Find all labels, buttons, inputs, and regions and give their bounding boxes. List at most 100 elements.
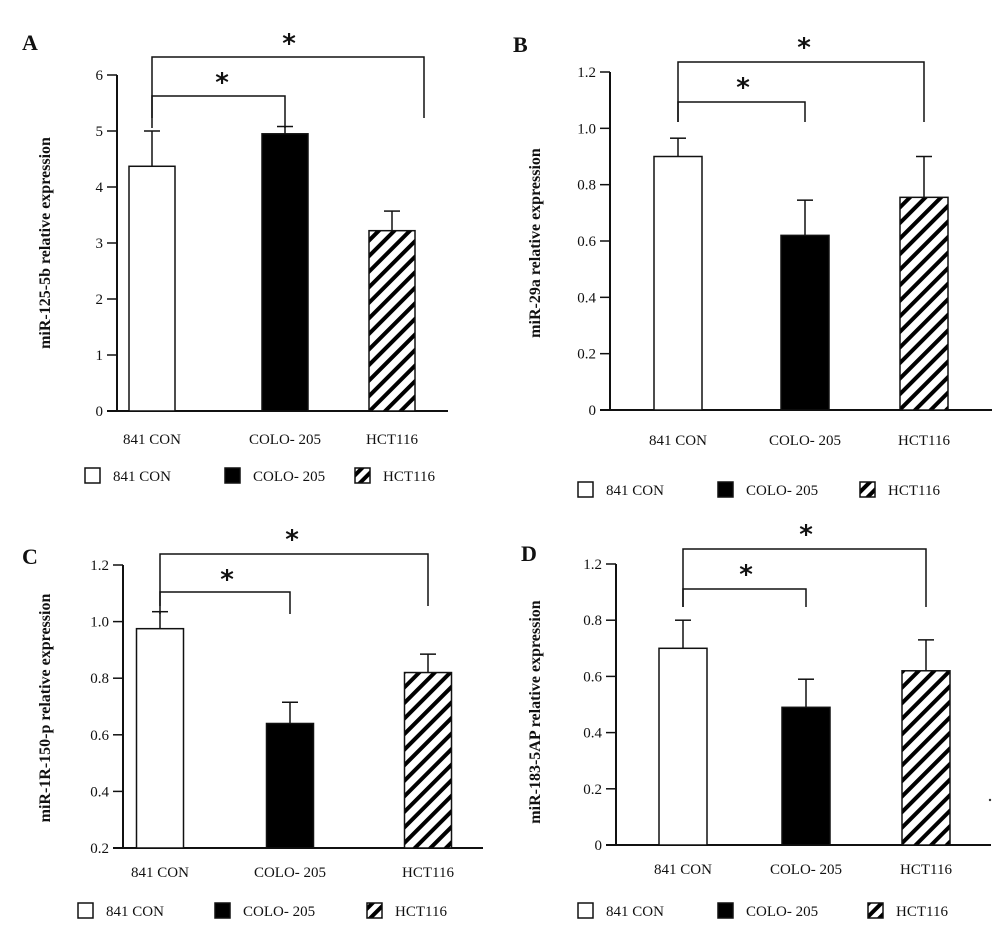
legend-label: HCT116	[383, 469, 435, 485]
legend: 841 CON COLO- 205 HCT116	[577, 481, 940, 499]
artifact-dot	[988, 798, 992, 802]
legend-label: 841 CON	[106, 904, 164, 920]
legend-label: COLO- 205	[243, 904, 315, 920]
bar-colo-205	[780, 234, 830, 411]
legend-swatch	[859, 481, 876, 498]
x-tick-label: 841 CON	[654, 862, 712, 878]
x-tick-label: COLO- 205	[249, 432, 321, 448]
x-tick-label: 841 CON	[123, 432, 181, 448]
y-tick-label: 0.4	[577, 290, 596, 306]
bar-colo-205	[781, 706, 831, 846]
y-axis-label: miR-125-5b relative expression	[37, 137, 54, 349]
significance-bracket-outer	[159, 553, 429, 606]
y-tick-label: 0	[96, 404, 104, 420]
bar-841-con	[128, 165, 176, 412]
legend-label: COLO- 205	[746, 904, 818, 920]
y-tick-label: 1	[96, 348, 104, 364]
significance-star: *	[797, 33, 811, 63]
y-tick-label: 0.4	[583, 726, 602, 742]
y-tick-label: 3	[96, 236, 104, 252]
y-tick-label: 4	[96, 180, 104, 196]
significance-star: *	[736, 73, 750, 103]
y-axis-label: miR-1R-150-p relative expression	[37, 594, 54, 823]
y-tick-label: 1.0	[90, 615, 109, 631]
y-tick-label: 1.2	[583, 557, 602, 573]
y-tick-label: 0.4	[90, 784, 109, 800]
legend-swatch	[577, 481, 594, 498]
legend-label: 841 CON	[113, 469, 171, 485]
significance-star: *	[282, 29, 296, 59]
bar-colo-205	[261, 133, 309, 412]
legend-label: 841 CON	[606, 483, 664, 499]
x-tick-label: COLO- 205	[254, 865, 326, 881]
legend-swatch	[214, 902, 231, 919]
legend: 841 CON COLO- 205 HCT116	[77, 902, 447, 920]
bar-colo-205	[265, 722, 315, 849]
y-tick-label: 1.0	[577, 121, 596, 137]
y-tick-label: 0.2	[583, 782, 602, 798]
y-tick-label: 0	[589, 403, 597, 419]
y-tick-label: 0	[595, 838, 603, 854]
x-tick-label: COLO- 205	[770, 862, 842, 878]
y-tick-label: 1.2	[90, 558, 109, 574]
x-tick-label: COLO- 205	[769, 433, 841, 449]
legend-label: HCT116	[896, 904, 948, 920]
legend: 841 CON COLO- 205 HCT116	[84, 467, 435, 485]
x-tick-label: 841 CON	[131, 865, 189, 881]
legend-swatch	[717, 481, 734, 498]
chart-panel-a: A 0 1 2 3 4 5 6 miR-125-5b relative expression 84…	[22, 29, 448, 485]
bar-841-con	[658, 647, 708, 846]
bar-841-con	[135, 627, 185, 849]
panel-label: D	[521, 541, 537, 566]
significance-bracket-outer	[682, 548, 927, 607]
legend-label: HCT116	[395, 904, 447, 920]
legend-label: COLO- 205	[253, 469, 325, 485]
significance-star: *	[739, 560, 753, 590]
legend: 841 CON COLO- 205 HCT116	[577, 902, 948, 920]
legend-swatch	[366, 902, 383, 919]
y-tick-label: 2	[96, 292, 104, 308]
bar-hct116	[368, 229, 416, 412]
chart-panel-b: B 0 0.2 0.4 0.6 0.8 1.0 1.2 miR-29a relative exp…	[513, 32, 992, 499]
x-tick-label: HCT116	[366, 432, 418, 448]
significance-bracket-inner	[677, 101, 806, 122]
significance-bracket-inner	[151, 95, 286, 128]
bar-hct116	[899, 196, 949, 411]
significance-star: *	[799, 520, 813, 550]
legend-swatch	[224, 467, 241, 484]
legend-label: COLO- 205	[746, 483, 818, 499]
chart-panel-c: C 0.2 0.4 0.6 0.8 1.0 1.2 miR-1R-150-p relative…	[22, 525, 483, 920]
x-tick-label: HCT116	[402, 865, 454, 881]
legend-swatch	[577, 902, 594, 919]
significance-bracket-inner	[682, 588, 807, 607]
legend-swatch	[717, 902, 734, 919]
y-tick-label: 0.6	[583, 669, 602, 685]
y-tick-label: 6	[96, 68, 104, 84]
legend-swatch	[867, 902, 884, 919]
panel-label: B	[513, 32, 528, 57]
bar-hct116	[403, 671, 453, 849]
significance-bracket-inner	[159, 591, 291, 614]
legend-label: HCT116	[888, 483, 940, 499]
legend-swatch	[84, 467, 101, 484]
y-tick-label: 0.2	[90, 841, 109, 857]
significance-bracket-outer	[677, 61, 925, 122]
bar-hct116	[901, 670, 951, 846]
x-tick-label: HCT116	[900, 862, 952, 878]
x-tick-label: HCT116	[898, 433, 950, 449]
legend-swatch	[77, 902, 94, 919]
y-tick-label: 0.8	[577, 178, 596, 194]
y-tick-label: 0.8	[583, 613, 602, 629]
panel-label: C	[22, 544, 38, 569]
y-tick-label: 0.2	[577, 347, 596, 363]
y-axis-label: miR-183-5AP relative expression	[527, 600, 544, 823]
legend-swatch	[354, 467, 371, 484]
panel-label: A	[22, 30, 38, 55]
legend-label: 841 CON	[606, 904, 664, 920]
x-tick-label: 841 CON	[649, 433, 707, 449]
y-tick-label: 0.6	[577, 234, 596, 250]
significance-star: *	[285, 525, 299, 555]
y-tick-label: 0.6	[90, 728, 109, 744]
y-tick-label: 5	[96, 124, 104, 140]
